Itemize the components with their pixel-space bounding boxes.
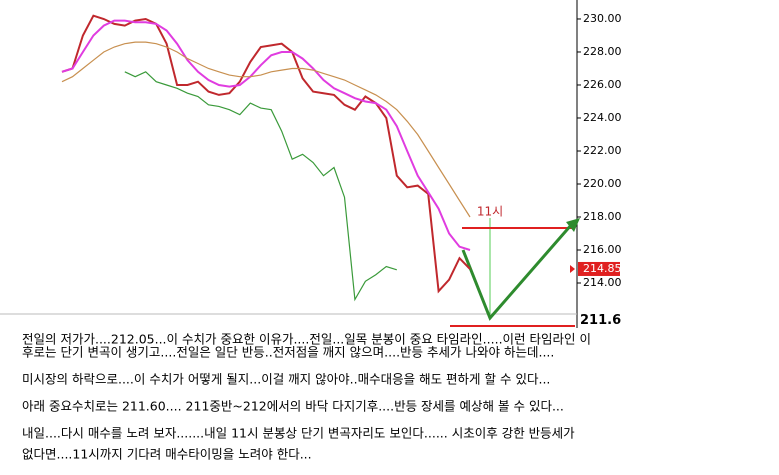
series-line <box>61 14 471 294</box>
arrow-head <box>566 218 580 232</box>
commentary-line: 내일....다시 매수를 노려 보자.......내일 11시 분봉상 단기 변… <box>22 426 575 441</box>
series-line <box>124 71 397 302</box>
low-label: 211.6 <box>580 313 621 328</box>
last-price-label: 214.85 <box>583 262 622 275</box>
last-price-pointer <box>570 264 575 273</box>
series-line <box>61 41 471 218</box>
y-tick-label: 220.00 <box>583 177 622 190</box>
y-tick-label: 222.00 <box>583 144 622 157</box>
y-tick-label: 228.00 <box>583 45 622 58</box>
y-tick-label: 224.00 <box>583 111 622 124</box>
y-tick-label: 226.00 <box>583 78 622 91</box>
commentary: 전일의 저가가....212.05...이 수치가 중요한 이유가....전일.… <box>22 332 591 462</box>
series-line <box>61 19 471 251</box>
commentary-line: 없다면....11시까지 기다려 매수타이밍을 노려야 한다... <box>22 447 312 462</box>
commentary-line: 전일의 저가가....212.05...이 수치가 중요한 이유가....전일.… <box>22 332 591 347</box>
commentary-line: 미시장의 하락으로....이 수치가 어떻게 될지...이걸 깨지 않아야..매… <box>22 372 550 387</box>
y-tick-label: 216.00 <box>583 243 622 256</box>
y-tick-label: 230.00 <box>583 12 622 25</box>
plot <box>61 14 471 302</box>
annotation: 11시 <box>477 205 503 219</box>
last-price-box <box>578 261 620 276</box>
commentary-line: 후로는 단기 변곡이 생기고....전일은 일단 반등..전저점을 깨지 않으며… <box>22 345 554 360</box>
y-tick-label: 218.00 <box>583 210 622 223</box>
forecast-arrow <box>461 223 574 321</box>
y-tick-label: 214.00 <box>583 276 622 289</box>
commentary-line: 아래 중요수치로는 211.60.... 211중반~212에서의 바닥 다지기… <box>22 399 564 414</box>
